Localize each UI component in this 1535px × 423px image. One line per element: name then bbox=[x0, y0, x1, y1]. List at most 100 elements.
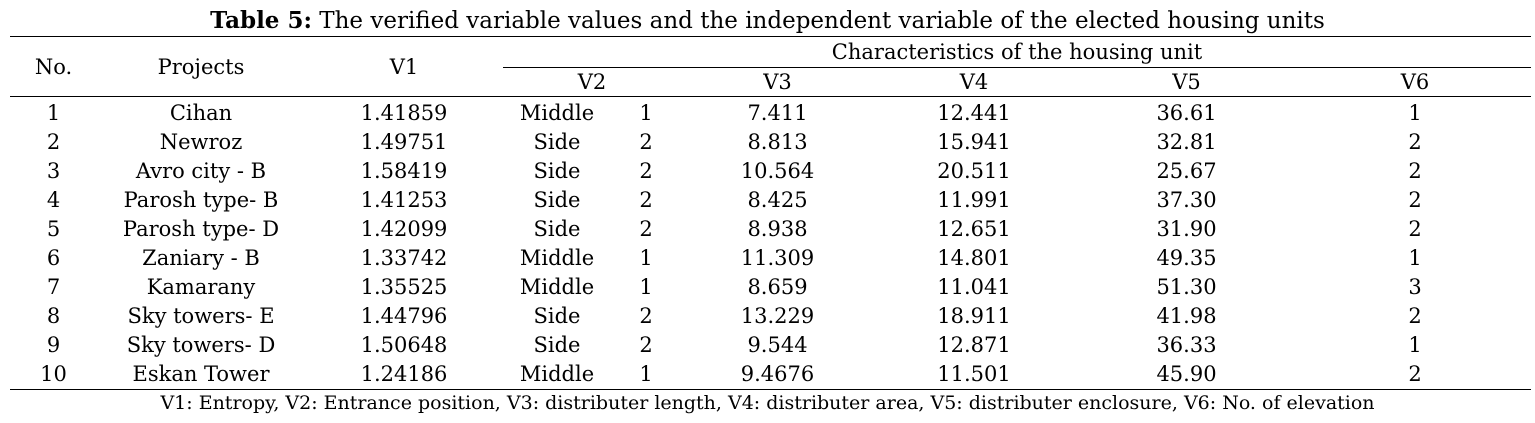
header-v3: V3 bbox=[681, 67, 874, 97]
cell-v6: 2 bbox=[1299, 360, 1531, 390]
cell-project: Parosh type- B bbox=[123, 188, 279, 212]
cell-v5: 49.35 bbox=[1156, 246, 1217, 270]
cell-v2-code: 2 bbox=[639, 130, 653, 154]
header-v5: V5 bbox=[1074, 67, 1299, 97]
cell-v1: 1.58419 bbox=[360, 159, 448, 183]
cell-no: 4 bbox=[46, 188, 61, 212]
cell-project: Newroz bbox=[159, 130, 243, 154]
cell-v3: 7.411 bbox=[747, 101, 808, 125]
cell-no: 10 bbox=[10, 360, 97, 390]
cell-v2-position: Side bbox=[533, 333, 581, 357]
cell-v2-position: Side bbox=[533, 159, 581, 183]
cell-v4: 12.651 bbox=[937, 217, 1011, 241]
header-projects: Projects bbox=[97, 36, 305, 97]
cell-v6: 2 bbox=[1408, 217, 1422, 241]
cell-v3: 9.544 bbox=[747, 333, 808, 357]
cell-v3: 11.309 bbox=[740, 246, 815, 270]
data-table: No. Projects V1 Characteristics of the h… bbox=[10, 36, 1531, 390]
cell-v2-position: Middle bbox=[519, 101, 595, 125]
cell-v1: 1.44796 bbox=[360, 304, 448, 328]
cell-v2-code: 2 bbox=[639, 188, 653, 212]
cell-v2-code: 1 bbox=[611, 360, 681, 390]
table-caption: Table 5: The verified variable values an… bbox=[0, 6, 1535, 36]
cell-no: 6 bbox=[46, 246, 61, 270]
cell-v2-code: 2 bbox=[639, 304, 653, 328]
cell-project: Zaniary - B bbox=[142, 246, 260, 270]
header-characteristics-group: Characteristics of the housing unit bbox=[503, 36, 1531, 68]
cell-v5: 36.61 bbox=[1156, 101, 1217, 125]
cell-no: 3 bbox=[46, 159, 61, 183]
cell-v5: 45.90 bbox=[1074, 360, 1299, 390]
cell-v6: 2 bbox=[1408, 304, 1422, 328]
cell-v1: 1.42099 bbox=[360, 217, 448, 241]
cell-no: 7 bbox=[46, 275, 61, 299]
cell-project: Kamarany bbox=[146, 275, 256, 299]
table-header: No. Projects V1 Characteristics of the h… bbox=[10, 36, 1531, 97]
cell-no: 8 bbox=[46, 304, 61, 328]
table-row: 2 Newroz 1.49751 Side 2 8.813 15.941 32.81 2 bbox=[10, 128, 1531, 157]
cell-project: Sky towers- E bbox=[127, 304, 275, 328]
cell-v1: 1.50648 bbox=[360, 333, 448, 357]
cell-v1: 1.33742 bbox=[360, 246, 448, 270]
cell-v5: 36.33 bbox=[1156, 333, 1217, 357]
cell-v4: 12.871 bbox=[937, 333, 1011, 357]
cell-project: Cihan bbox=[169, 101, 233, 125]
table-row: 7 Kamarany 1.35525 Middle 1 8.659 11.041 51.30 3 bbox=[10, 273, 1531, 302]
cell-v5: 32.81 bbox=[1156, 130, 1217, 154]
cell-v2-position: Middle bbox=[519, 246, 595, 270]
cell-v3: 13.229 bbox=[740, 304, 815, 328]
table-row: 5 Parosh type- D 1.42099 Side 2 8.938 12.651 31… bbox=[10, 215, 1531, 244]
cell-v6: 1 bbox=[1408, 246, 1422, 270]
cell-v3: 8.659 bbox=[747, 275, 808, 299]
header-v6: V6 bbox=[1299, 67, 1531, 97]
cell-v4: 11.501 bbox=[874, 360, 1074, 390]
cell-v2-position: Middle bbox=[519, 275, 595, 299]
cell-v6: 2 bbox=[1408, 159, 1422, 183]
header-no: No. bbox=[10, 36, 97, 97]
cell-v2-code: 2 bbox=[639, 159, 653, 183]
cell-v1: 1.35525 bbox=[360, 275, 448, 299]
cell-v5: 37.30 bbox=[1156, 188, 1217, 212]
cell-v2-code: 1 bbox=[639, 275, 653, 299]
cell-v3: 10.564 bbox=[740, 159, 815, 183]
cell-v5: 41.98 bbox=[1156, 304, 1217, 328]
cell-v5: 51.30 bbox=[1156, 275, 1217, 299]
cell-no: 1 bbox=[46, 101, 61, 125]
caption-text: The verified variable values and the ind… bbox=[311, 8, 1325, 34]
cell-v4: 11.991 bbox=[937, 188, 1011, 212]
header-v2: V2 bbox=[503, 67, 681, 97]
cell-v4: 11.041 bbox=[937, 275, 1011, 299]
cell-v4: 18.911 bbox=[937, 304, 1011, 328]
cell-v5: 31.90 bbox=[1156, 217, 1217, 241]
cell-v1: 1.24186 bbox=[305, 360, 503, 390]
caption-label: Table 5: bbox=[210, 7, 312, 34]
cell-v2-position: Side bbox=[533, 188, 581, 212]
cell-v3: 8.938 bbox=[747, 217, 808, 241]
header-v1: V1 bbox=[305, 36, 503, 97]
table-row: 6 Zaniary - B 1.33742 Middle 1 11.309 14.801 49… bbox=[10, 244, 1531, 273]
cell-v2-code: 2 bbox=[639, 217, 653, 241]
cell-v6: 1 bbox=[1408, 101, 1422, 125]
cell-v1: 1.49751 bbox=[360, 130, 448, 154]
cell-no: 9 bbox=[46, 333, 61, 357]
cell-v6: 2 bbox=[1408, 130, 1422, 154]
cell-no: 5 bbox=[46, 217, 61, 241]
cell-v2-position: Side bbox=[533, 217, 581, 241]
table-row: 4 Parosh type- B 1.41253 Side 2 8.425 11.991 37… bbox=[10, 186, 1531, 215]
cell-v6: 2 bbox=[1408, 188, 1422, 212]
cell-v4: 20.511 bbox=[937, 159, 1011, 183]
cell-v2-code: 2 bbox=[639, 333, 653, 357]
cell-project: Avro city - B bbox=[135, 159, 267, 183]
cell-project: Sky towers- D bbox=[126, 333, 276, 357]
cell-v3: 9.4676 bbox=[681, 360, 874, 390]
cell-no: 2 bbox=[46, 130, 61, 154]
cell-v2-position: Middle bbox=[503, 360, 611, 390]
cell-v6: 1 bbox=[1408, 333, 1422, 357]
cell-v1: 1.41253 bbox=[360, 188, 448, 212]
header-v4: V4 bbox=[874, 67, 1074, 97]
table-row: 3 Avro city - B 1.58419 Side 2 10.564 20.511 25… bbox=[10, 157, 1531, 186]
table-body: 1 Cihan 1.41859 Middle 1 7.411 12.441 36.61 1 2 Ne… bbox=[10, 97, 1531, 390]
cell-project: Eskan Tower bbox=[97, 360, 305, 390]
cell-project: Parosh type- D bbox=[122, 217, 280, 241]
cell-v6: 3 bbox=[1408, 275, 1422, 299]
